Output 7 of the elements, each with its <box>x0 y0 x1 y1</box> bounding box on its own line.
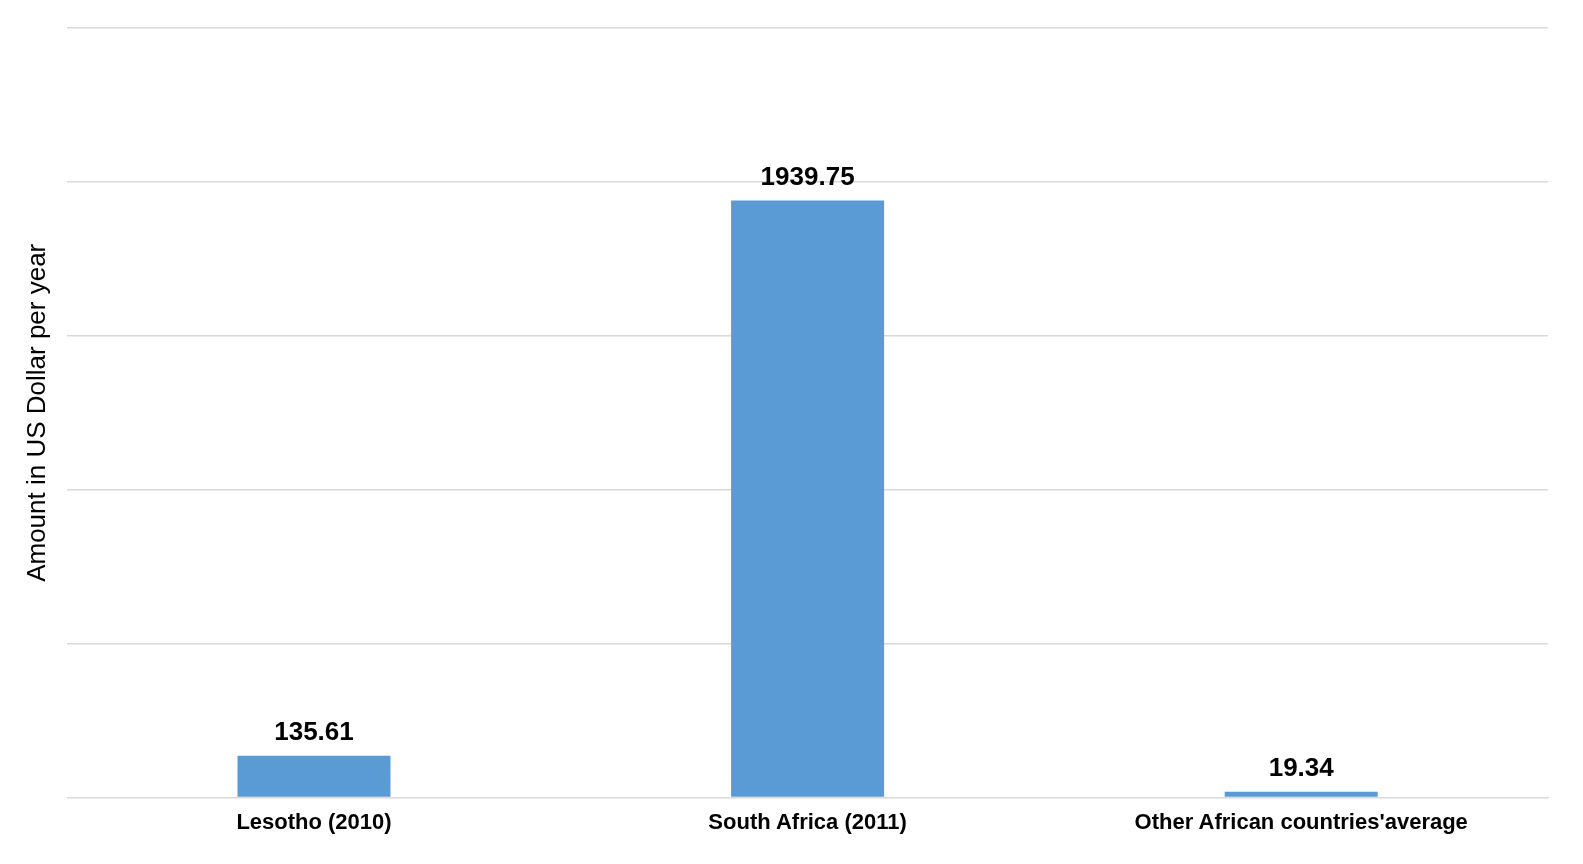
data-label: 135.61 <box>274 716 354 747</box>
data-label: 1939.75 <box>760 160 855 191</box>
x-tick-label: Lesotho (2010) <box>236 808 392 834</box>
y-axis-title: Amount in US Dollar per year <box>20 243 51 582</box>
data-label: 19.34 <box>1268 751 1335 782</box>
x-tick-label: Other African countries'average <box>1134 808 1468 834</box>
x-tick-label: South Africa (2011) <box>708 808 907 834</box>
